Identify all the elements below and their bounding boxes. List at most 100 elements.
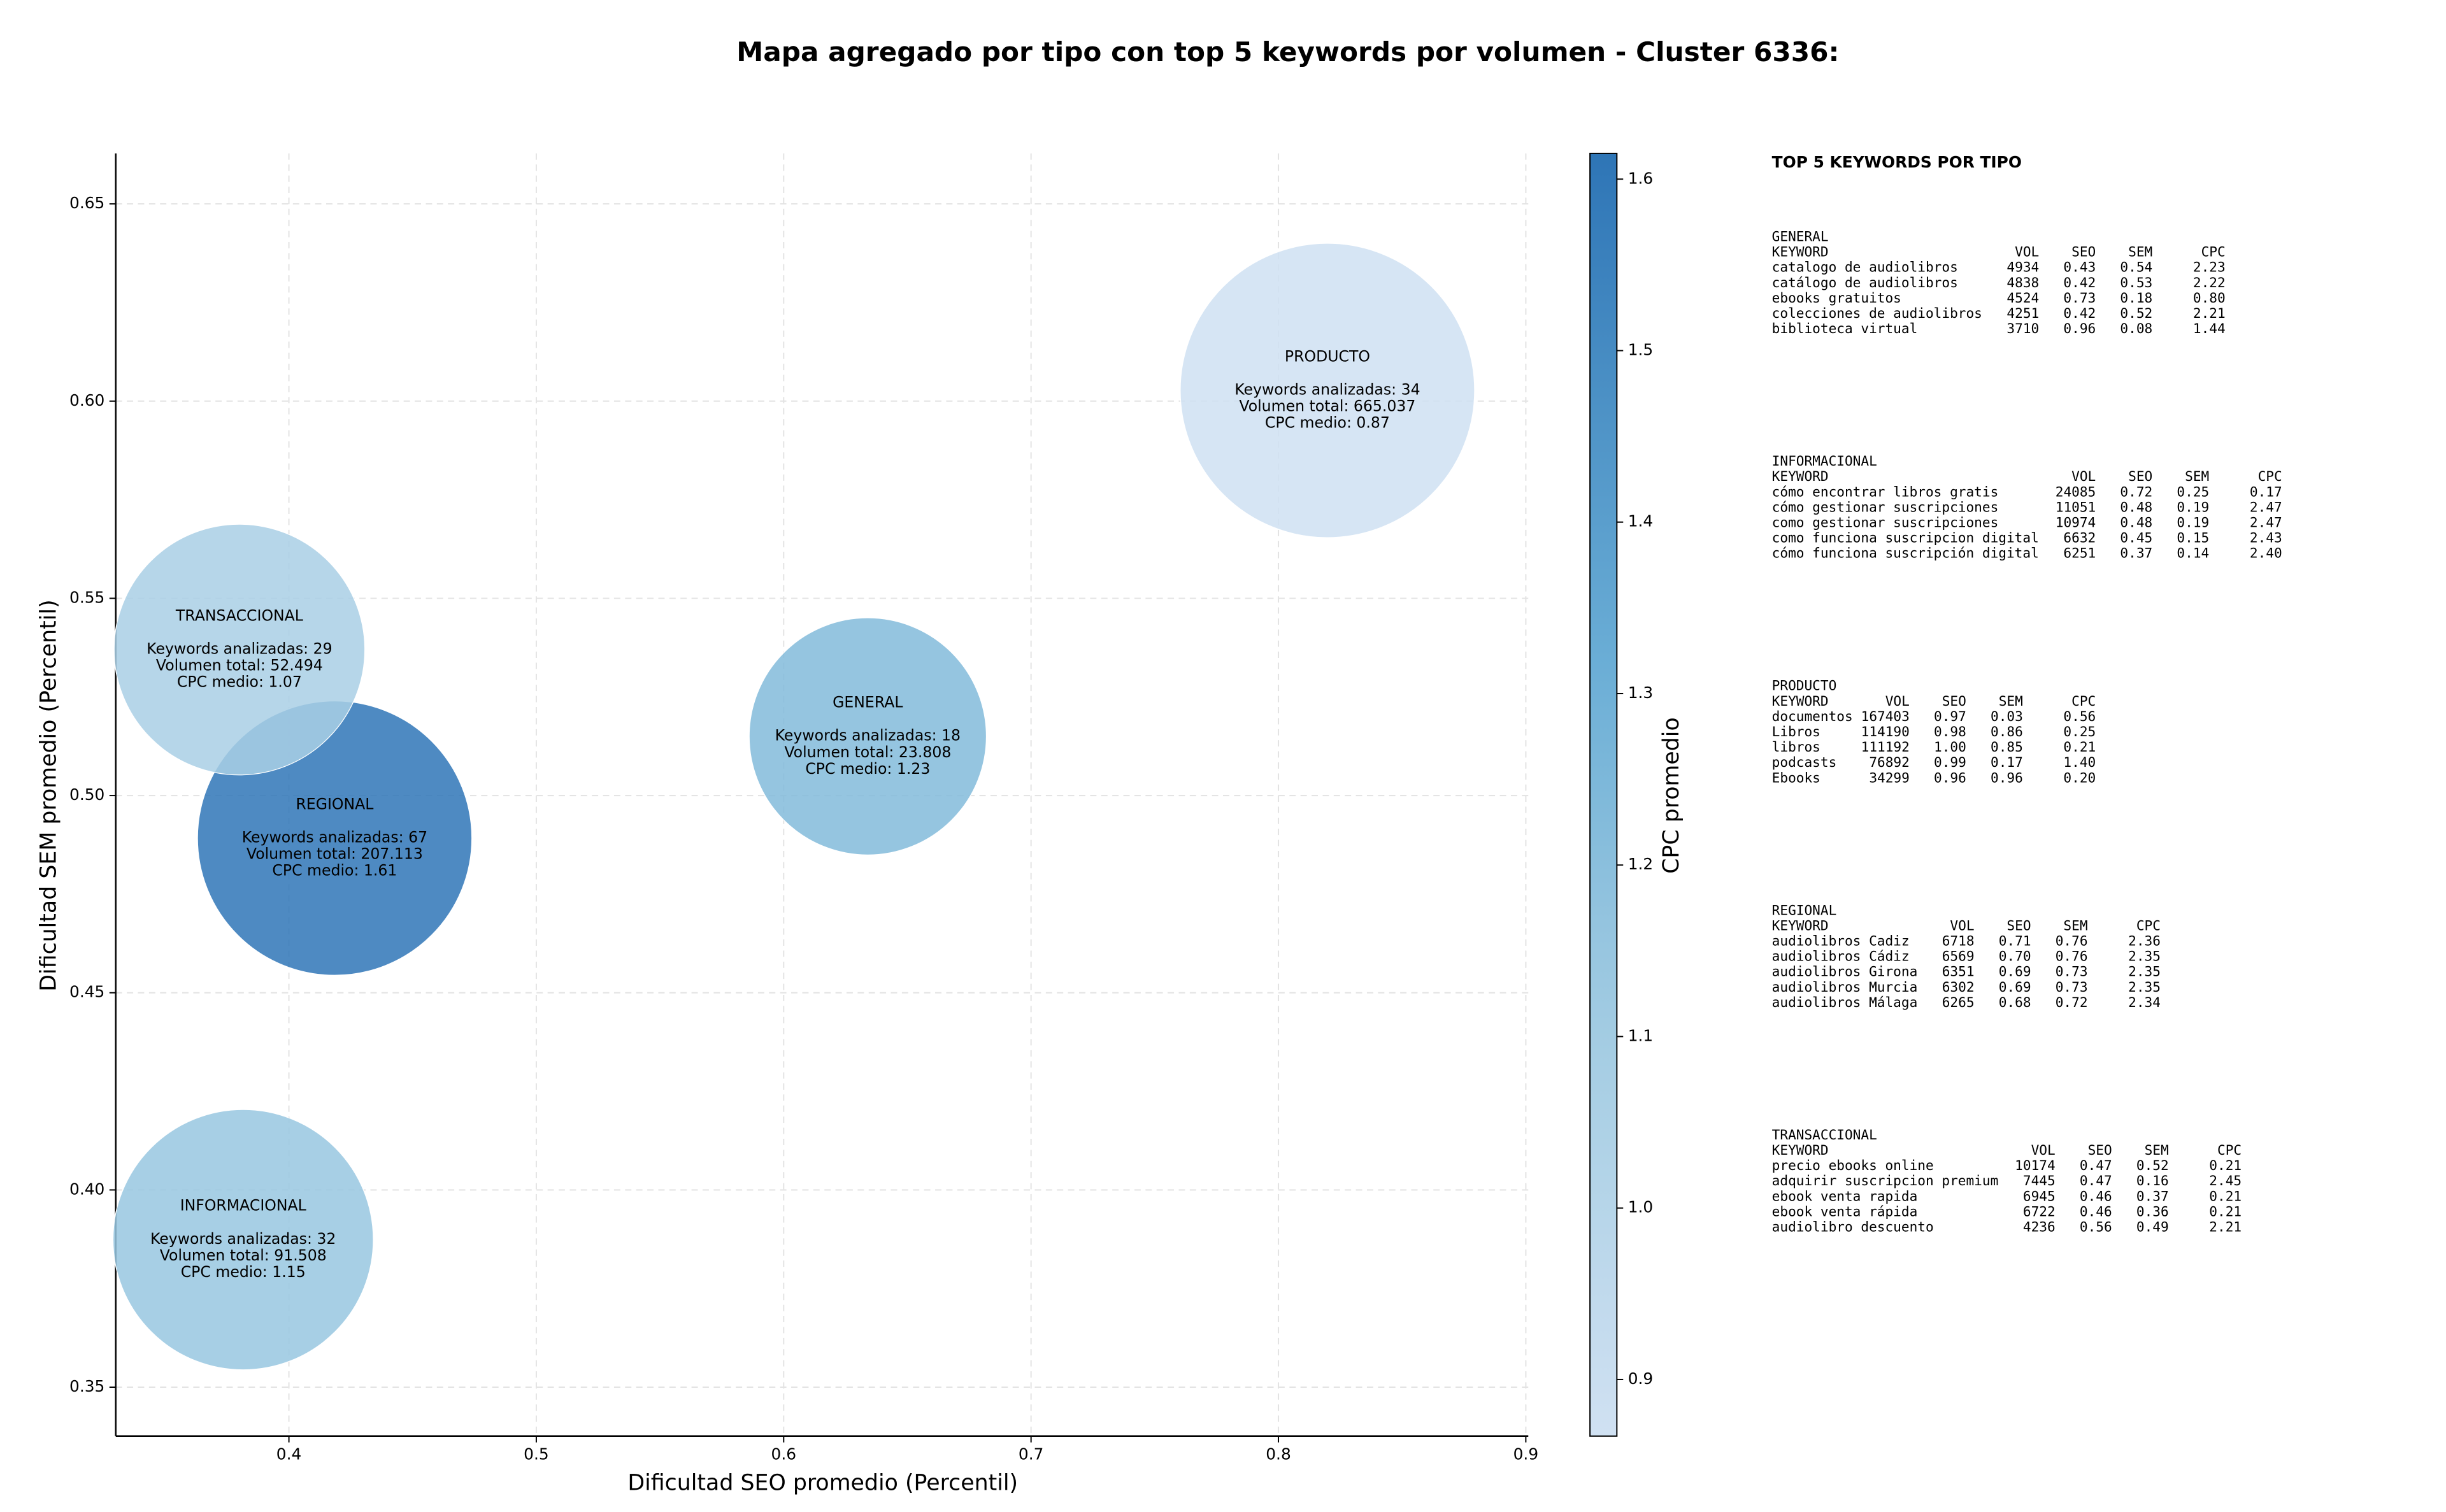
table-cell: 0.17 xyxy=(1991,754,2023,770)
bubble-label: Volumen total: 207.113 xyxy=(247,845,423,863)
bubble-label: CPC medio: 1.07 xyxy=(177,673,302,691)
table-cell: 0.37 xyxy=(2136,1188,2169,1204)
table-cell: 0.53 xyxy=(2120,275,2152,290)
column-header: SEM xyxy=(1999,693,2023,709)
table-cell: 6351 xyxy=(1942,964,1975,980)
section-title: TRANSACCIONAL xyxy=(1772,1127,1877,1143)
column-header: KEYWORD xyxy=(1772,468,1829,484)
table-cell: adquirir suscripcion premium xyxy=(1772,1173,1999,1188)
bubble xyxy=(748,617,987,855)
table-cell: 0.85 xyxy=(1991,739,2023,755)
section-title: REGIONAL xyxy=(1772,902,1837,918)
column-header: SEO xyxy=(2071,244,2096,260)
table-cell: 7445 xyxy=(2023,1173,2056,1188)
bubble-label: Keywords analizadas: 29 xyxy=(147,639,332,657)
column-header: SEO xyxy=(2006,917,2031,933)
table-cell: 114190 xyxy=(1861,724,1910,739)
table-cell: 0.73 xyxy=(2056,964,2088,980)
table-cell: 4934 xyxy=(2006,259,2039,275)
x-tick-label: 0.6 xyxy=(771,1445,797,1464)
table-cell: audiolibros Cádiz xyxy=(1772,948,1910,964)
table-cell: 0.46 xyxy=(2080,1203,2112,1219)
colorbar-tick-label: 1.0 xyxy=(1628,1198,1654,1216)
bubble-label: CPC medio: 0.87 xyxy=(1265,414,1390,432)
table-cell: 0.20 xyxy=(2063,769,2096,785)
bubble-label: Volumen total: 91.508 xyxy=(160,1246,327,1264)
bubble-label: Volumen total: 23.808 xyxy=(784,743,951,761)
table-cell: 1.00 xyxy=(1934,739,1966,755)
table-cell: Libros xyxy=(1772,724,1820,739)
colorbar-tick-label: 1.3 xyxy=(1628,683,1654,702)
table-cell: 34299 xyxy=(1869,769,1910,785)
table-cell: 0.52 xyxy=(2120,305,2152,321)
table-cell: 0.52 xyxy=(2136,1157,2169,1173)
table-cell: 1.40 xyxy=(2063,754,2096,770)
table-cell: 2.35 xyxy=(2128,979,2161,995)
table-cell: 0.25 xyxy=(2063,724,2096,739)
table-cell: 0.54 xyxy=(2120,259,2152,275)
bubble xyxy=(112,1109,374,1371)
section-title: PRODUCTO xyxy=(1772,678,1837,694)
table-cell: 4838 xyxy=(2006,275,2039,290)
table-cell: cómo encontrar libros gratis xyxy=(1772,483,1999,499)
table-cell: 2.21 xyxy=(2193,305,2226,321)
x-axis-label: Dificultad SEO promedio (Percentil) xyxy=(627,1470,1018,1495)
bubble xyxy=(1180,243,1475,538)
table-cell: 10174 xyxy=(2015,1157,2056,1173)
table-cell: podcasts xyxy=(1772,754,1837,770)
table-cell: 2.47 xyxy=(2250,514,2282,530)
table-cell: 0.42 xyxy=(2063,275,2096,290)
column-header: SEM xyxy=(2145,1142,2169,1158)
table-cell: 3710 xyxy=(2006,320,2039,336)
table-cell: 0.70 xyxy=(1999,948,2031,964)
y-tick-label: 0.55 xyxy=(69,588,104,606)
x-tick-label: 0.5 xyxy=(524,1445,549,1464)
table-cell: 0.56 xyxy=(2080,1219,2112,1235)
x-tick-label: 0.4 xyxy=(276,1445,302,1464)
table-cell: 0.80 xyxy=(2193,290,2226,306)
table-cell: 4236 xyxy=(2023,1219,2056,1235)
table-cell: 2.34 xyxy=(2128,994,2161,1010)
table-cell: 0.71 xyxy=(1999,933,2031,949)
table-cell: 6302 xyxy=(1942,979,1975,995)
column-header: VOL xyxy=(1885,693,1910,709)
table-cell: 0.18 xyxy=(2120,290,2152,306)
table-cell: 6718 xyxy=(1942,933,1975,949)
table-cell: 0.25 xyxy=(2177,483,2209,499)
table-cell: 0.08 xyxy=(2120,320,2152,336)
chart-title: Mapa agregado por tipo con top 5 keyword… xyxy=(736,36,1839,68)
table-cell: 2.40 xyxy=(2250,545,2282,561)
x-tick-label: 0.7 xyxy=(1019,1445,1044,1464)
column-header: CPC xyxy=(2201,244,2226,260)
bubble-label: CPC medio: 1.15 xyxy=(181,1263,306,1281)
table-cell: 0.68 xyxy=(1999,994,2031,1010)
table-cell: 6569 xyxy=(1942,948,1975,964)
table-cell: cómo funciona suscripción digital xyxy=(1772,545,2039,561)
bubble-label: Keywords analizadas: 67 xyxy=(242,828,427,846)
table-cell: 0.48 xyxy=(2120,499,2152,515)
column-header: KEYWORD xyxy=(1772,244,1829,260)
table-cell: 0.42 xyxy=(2063,305,2096,321)
column-header: VOL xyxy=(2071,468,2096,484)
column-header: SEM xyxy=(2063,917,2087,933)
table-cell: audiolibros Girona xyxy=(1772,964,1918,980)
table-cell: 167403 xyxy=(1861,708,1910,724)
bubble-name: GENERAL xyxy=(833,694,903,711)
table-cell: 0.16 xyxy=(2136,1173,2169,1188)
table-cell: ebook venta rapida xyxy=(1772,1188,1918,1204)
column-header: SEO xyxy=(2128,468,2152,484)
bubble-label: CPC medio: 1.61 xyxy=(272,862,397,880)
table-cell: 6945 xyxy=(2023,1188,2056,1204)
table-cell: audiolibros Cadiz xyxy=(1772,933,1910,949)
bubble xyxy=(113,524,366,776)
table-cell: como gestionar suscripciones xyxy=(1772,514,1999,530)
table-cell: 6251 xyxy=(2063,545,2096,561)
table-cell: 0.86 xyxy=(1991,724,2023,739)
table-cell: 76892 xyxy=(1869,754,1910,770)
x-tick-label: 0.9 xyxy=(1513,1445,1539,1464)
table-cell: 0.47 xyxy=(2080,1157,2112,1173)
colorbar-tick-label: 1.1 xyxy=(1628,1026,1654,1045)
colorbar-tick-label: 1.2 xyxy=(1628,855,1654,873)
table-cell: 6722 xyxy=(2023,1203,2056,1219)
